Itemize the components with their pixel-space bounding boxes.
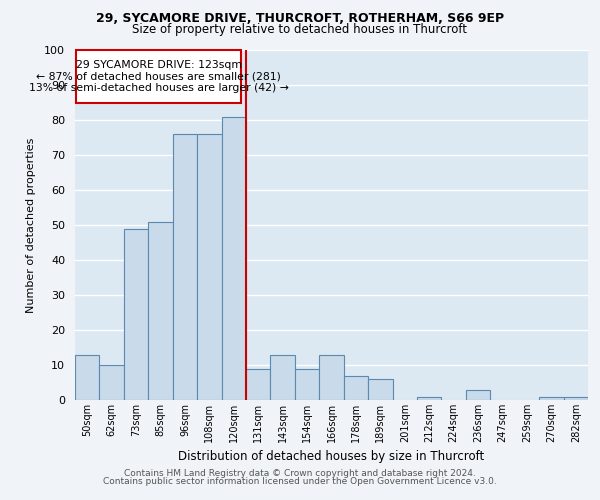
Y-axis label: Number of detached properties: Number of detached properties <box>26 138 36 312</box>
Bar <box>148 222 173 400</box>
Text: Contains HM Land Registry data © Crown copyright and database right 2024.: Contains HM Land Registry data © Crown c… <box>124 468 476 477</box>
Bar <box>466 390 490 400</box>
Bar <box>319 354 344 400</box>
Text: 29, SYCAMORE DRIVE, THURCROFT, ROTHERHAM, S66 9EP: 29, SYCAMORE DRIVE, THURCROFT, ROTHERHAM… <box>96 12 504 26</box>
Bar <box>344 376 368 400</box>
Bar <box>197 134 221 400</box>
Bar <box>246 368 271 400</box>
Bar <box>173 134 197 400</box>
Bar <box>271 354 295 400</box>
Bar <box>417 396 442 400</box>
Bar <box>368 379 392 400</box>
Bar <box>539 396 563 400</box>
Text: Size of property relative to detached houses in Thurcroft: Size of property relative to detached ho… <box>133 22 467 36</box>
FancyBboxPatch shape <box>76 50 241 102</box>
X-axis label: Distribution of detached houses by size in Thurcroft: Distribution of detached houses by size … <box>178 450 485 464</box>
Text: 29 SYCAMORE DRIVE: 123sqm
← 87% of detached houses are smaller (281)
13% of semi: 29 SYCAMORE DRIVE: 123sqm ← 87% of detac… <box>29 60 289 93</box>
Text: Contains public sector information licensed under the Open Government Licence v3: Contains public sector information licen… <box>103 477 497 486</box>
Bar <box>295 368 319 400</box>
Bar <box>75 354 100 400</box>
Bar <box>221 116 246 400</box>
Bar <box>563 396 588 400</box>
Bar <box>124 228 148 400</box>
Bar <box>100 365 124 400</box>
